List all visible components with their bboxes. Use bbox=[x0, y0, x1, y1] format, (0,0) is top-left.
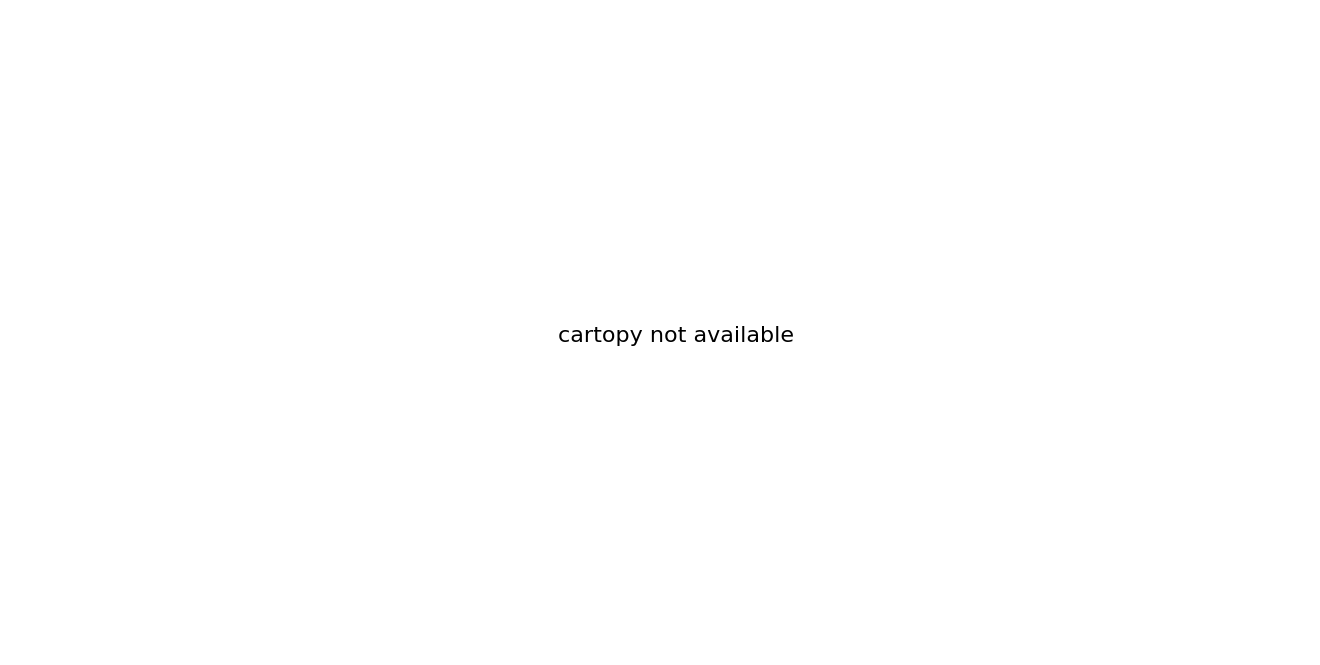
Text: cartopy not available: cartopy not available bbox=[558, 326, 795, 346]
